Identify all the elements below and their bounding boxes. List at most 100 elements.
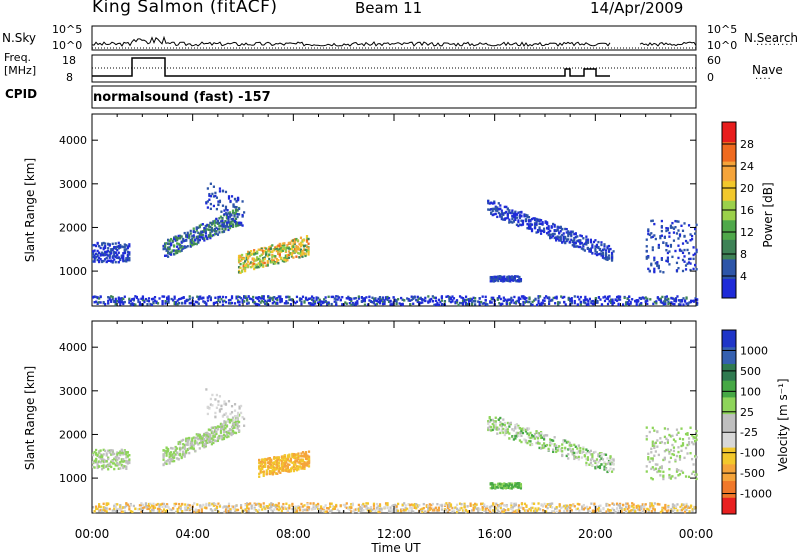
echo-cell (597, 240, 600, 244)
echo-cell (595, 464, 599, 467)
echo-cell (431, 295, 434, 298)
echo-cell (603, 295, 607, 298)
echo-cell (170, 457, 173, 461)
echo-cell (174, 252, 177, 255)
echo-cell (192, 234, 195, 237)
echo-cell (181, 301, 184, 305)
echo-cell (498, 510, 501, 514)
echo-cell (684, 239, 688, 243)
echo-cell (507, 482, 510, 486)
echo-cell (250, 297, 253, 301)
echo-cell (271, 258, 274, 261)
echo-cell (656, 296, 659, 299)
echo-cell (279, 295, 282, 298)
echo-cell (292, 465, 296, 469)
echo-cell (128, 453, 131, 457)
echo-cell (585, 461, 588, 465)
echo-cell (363, 297, 366, 300)
echo-cell (496, 426, 499, 429)
echo-cell (677, 256, 680, 260)
echo-cell (662, 477, 665, 481)
echo-cell (173, 504, 176, 507)
echo-cell (218, 224, 221, 228)
echo-cell (236, 198, 240, 202)
echo-cell (390, 509, 394, 512)
echo-cell (683, 255, 686, 258)
echo-cell (573, 455, 576, 458)
echo-cell (594, 239, 597, 242)
echo-cell (285, 295, 288, 299)
echo-cell (487, 426, 490, 430)
echo-cell (251, 258, 254, 261)
echo-cell (445, 502, 448, 505)
echo-cell (217, 299, 220, 302)
echo-cell (654, 441, 657, 445)
echo-cell (205, 202, 208, 205)
echo-cell (166, 459, 170, 462)
echo-cell (404, 507, 407, 510)
echo-cell (490, 504, 493, 508)
echo-cell (520, 223, 523, 227)
echo-cell (237, 420, 241, 424)
echo-cell (263, 257, 266, 261)
echo-cell (173, 237, 176, 241)
echo-cell (677, 431, 680, 434)
echo-cell (515, 275, 518, 278)
echo-cell (493, 201, 496, 205)
echo-cell (249, 502, 252, 505)
echo-cell (527, 223, 531, 226)
echo-cell (289, 247, 292, 251)
echo-cell (201, 440, 204, 444)
echo-cell (353, 510, 356, 513)
echo-cell (159, 509, 163, 513)
echo-cell (315, 297, 318, 300)
echo-cell (672, 231, 676, 234)
echo-cell (213, 430, 217, 433)
echo-cell (446, 504, 450, 507)
echo-cell (224, 427, 227, 430)
echo-cell (529, 220, 532, 223)
echo-cell (665, 229, 668, 233)
echo-cell (98, 259, 101, 263)
echo-cell (229, 510, 232, 513)
echo-cell (223, 510, 226, 514)
echo-cell (155, 300, 158, 303)
echo-cell (522, 507, 525, 510)
echo-cell (123, 300, 126, 304)
echo-cell (570, 444, 573, 447)
echo-cell (678, 249, 682, 252)
echo-cell (497, 482, 500, 486)
echo-cell (233, 205, 237, 209)
echo-cell (230, 429, 233, 432)
echo-cell (274, 255, 277, 258)
echo-cell (532, 502, 536, 505)
echo-cell (514, 423, 517, 427)
echo-cell (529, 303, 533, 306)
echo-cell (304, 508, 308, 512)
echo-cell (647, 229, 650, 233)
echo-cell (394, 503, 397, 507)
echo-cell (580, 234, 583, 238)
noise-right-tick-low: 10^0 (707, 39, 737, 52)
echo-cell (537, 296, 540, 300)
echo-cell (324, 510, 327, 514)
echo-cell (407, 509, 410, 512)
echo-cell (138, 301, 142, 304)
echo-cell (140, 506, 143, 509)
echo-cell (513, 278, 516, 282)
echo-cell (549, 233, 552, 236)
freq-left-tick-low: 8 (66, 71, 73, 84)
echo-cell (410, 503, 413, 506)
echo-cell (209, 296, 212, 299)
echo-cell (677, 220, 680, 223)
echo-cell (301, 240, 304, 243)
echo-cell (122, 256, 125, 259)
echo-cell (119, 297, 122, 300)
echo-cell (188, 436, 191, 440)
echo-cell (607, 257, 611, 260)
echo-cell (646, 297, 649, 301)
echo-cell (674, 225, 677, 229)
echo-cell (200, 230, 203, 233)
echo-cell (395, 301, 398, 304)
echo-cell (539, 432, 543, 435)
